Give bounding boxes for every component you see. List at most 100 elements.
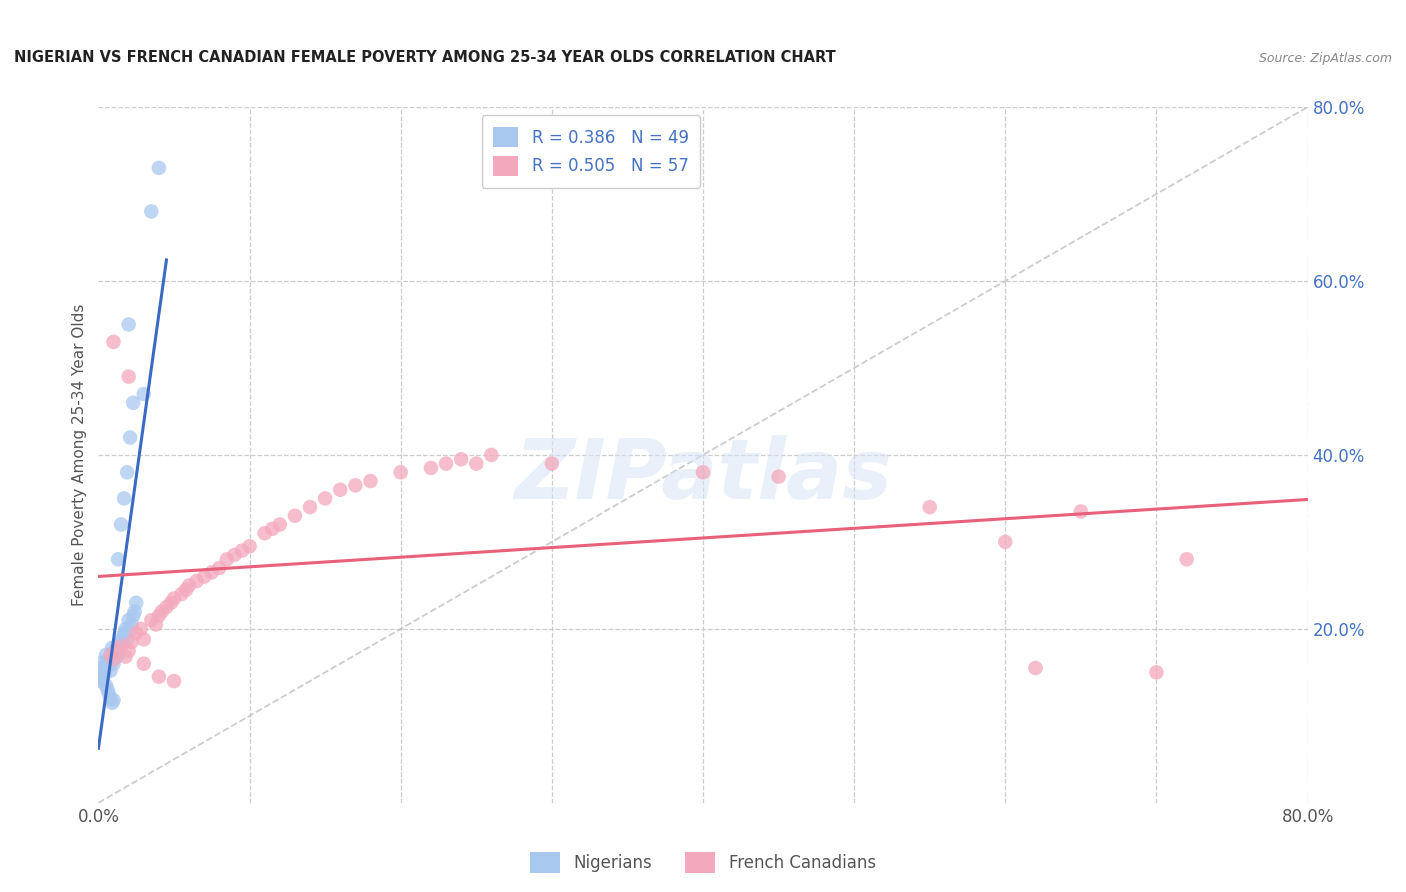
Point (269, 517, 291, 532)
Point (112, 626, 135, 640)
Point (90, 672, 112, 686)
Point (179, 578, 201, 592)
Point (90, 661, 112, 675)
Legend: Nigerians, French Canadians: Nigerians, French Canadians (523, 846, 883, 880)
Point (231, 543, 253, 558)
Point (103, 693, 125, 707)
Point (918, 500, 941, 514)
Point (108, 646, 131, 660)
Point (148, 608, 170, 623)
Point (329, 483, 352, 497)
Point (114, 649, 136, 664)
Point (105, 643, 128, 657)
Point (124, 605, 146, 619)
Point (114, 622, 136, 636)
Point (96, 682, 118, 697)
Point (129, 622, 152, 636)
Point (91, 669, 114, 683)
Point (150, 605, 173, 619)
Point (145, 617, 167, 632)
Point (215, 552, 238, 566)
Point (540, 457, 562, 471)
Point (132, 657, 155, 671)
Point (163, 591, 186, 606)
Point (112, 491, 135, 506)
Point (89, 674, 111, 689)
Point (434, 457, 457, 471)
Point (141, 204, 163, 219)
Point (103, 657, 125, 671)
Point (208, 561, 231, 575)
Point (91, 655, 114, 669)
Point (692, 466, 714, 480)
Point (101, 640, 124, 655)
Point (141, 613, 163, 627)
Point (450, 452, 472, 467)
Point (118, 369, 141, 384)
Point (110, 517, 132, 532)
Point (115, 632, 138, 647)
Point (314, 491, 336, 506)
Point (100, 664, 122, 678)
Point (1175, 552, 1198, 566)
Point (344, 478, 367, 492)
Text: ZIPatlas: ZIPatlas (515, 435, 891, 516)
Point (100, 648, 122, 662)
Point (93, 667, 115, 681)
Point (110, 639, 132, 653)
Point (94, 661, 117, 675)
Point (768, 469, 790, 483)
Point (1024, 661, 1046, 675)
Point (118, 613, 141, 627)
Point (94, 678, 117, 692)
Point (91, 670, 114, 684)
Point (262, 522, 284, 536)
Point (125, 596, 148, 610)
Point (98, 652, 121, 666)
Point (224, 548, 246, 562)
Point (125, 626, 148, 640)
Point (111, 631, 134, 645)
Point (120, 430, 142, 444)
Point (389, 466, 412, 480)
Point (1070, 504, 1092, 518)
Point (299, 500, 322, 514)
Point (420, 461, 443, 475)
Point (118, 318, 141, 332)
Point (107, 639, 129, 653)
Point (132, 387, 155, 401)
Point (104, 643, 127, 657)
Point (132, 632, 155, 647)
Point (465, 457, 488, 471)
Point (121, 617, 143, 632)
Point (98, 657, 121, 671)
Point (100, 691, 122, 706)
Point (107, 552, 129, 566)
Legend: R = 0.386   N = 49, R = 0.505   N = 57: R = 0.386 N = 49, R = 0.505 N = 57 (482, 115, 700, 187)
Point (170, 587, 193, 601)
Point (239, 539, 262, 553)
Point (122, 395, 145, 409)
Point (253, 526, 276, 541)
Text: NIGERIAN VS FRENCH CANADIAN FEMALE POVERTY AMONG 25-34 YEAR OLDS CORRELATION CHA: NIGERIAN VS FRENCH CANADIAN FEMALE POVER… (14, 50, 835, 65)
Point (481, 448, 503, 462)
Point (201, 566, 224, 580)
Point (174, 582, 197, 597)
Point (360, 474, 382, 488)
Point (155, 600, 177, 615)
Point (994, 534, 1017, 549)
Point (121, 635, 143, 649)
Point (148, 161, 170, 175)
Point (93, 665, 115, 680)
Point (96, 658, 118, 673)
Point (163, 674, 186, 689)
Point (193, 570, 215, 584)
Point (122, 608, 145, 623)
Point (186, 574, 208, 588)
Point (110, 635, 132, 649)
Text: Source: ZipAtlas.com: Source: ZipAtlas.com (1260, 53, 1392, 65)
Point (118, 643, 141, 657)
Point (115, 466, 138, 480)
Point (101, 696, 124, 710)
Point (160, 596, 183, 610)
